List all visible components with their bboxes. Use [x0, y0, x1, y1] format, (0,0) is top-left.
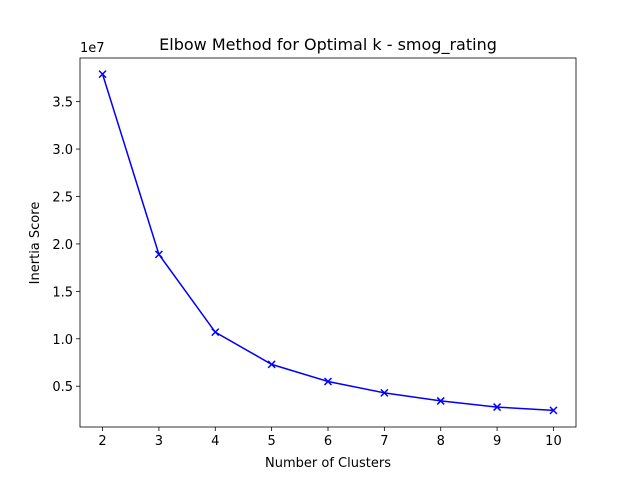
- x-tick-label: 6: [324, 434, 332, 449]
- axes-frame: [79, 57, 577, 428]
- data-point-marker: [323, 377, 333, 386]
- data-point-marker: [267, 360, 276, 369]
- y-tick-label: 3.0: [52, 143, 73, 158]
- y-axis-offset-label: 1e7: [80, 41, 105, 56]
- chart-title: Elbow Method for Optimal k - smog_rating: [159, 35, 497, 55]
- x-tick-label: 10: [545, 434, 562, 449]
- y-axis-ticks: 0.5 1.0 1.5 2.0 2.5 3.0 3.5: [52, 96, 80, 395]
- x-axis-ticks: 2 3 4 5 6 7 8 9 10: [98, 427, 562, 449]
- x-tick-label: 2: [98, 434, 106, 449]
- data-point-marker: [436, 396, 445, 405]
- x-tick-label: 3: [155, 434, 163, 449]
- x-tick-label: 5: [267, 434, 275, 449]
- data-point-marker: [154, 250, 163, 259]
- x-tick-label: 9: [493, 434, 501, 449]
- y-axis-label: Inertia Score: [28, 202, 43, 285]
- y-tick-label: 2.0: [52, 238, 73, 253]
- data-point-marker: [211, 328, 220, 337]
- data-point-marker: [493, 403, 502, 412]
- data-point-marker: [98, 70, 107, 79]
- x-tick-label: 8: [437, 434, 445, 449]
- y-tick-label: 0.5: [52, 380, 73, 395]
- x-axis-label: Number of Clusters: [265, 456, 391, 471]
- y-tick-label: 2.5: [52, 190, 73, 205]
- data-point-marker: [380, 388, 389, 397]
- data-point-marker: [549, 406, 558, 415]
- y-tick-label: 1.0: [52, 333, 73, 348]
- y-tick-label: 3.5: [52, 96, 73, 111]
- x-tick-label: 7: [380, 434, 388, 449]
- y-tick-label: 1.5: [52, 285, 73, 300]
- inertia-series-markers: [98, 70, 558, 415]
- x-tick-label: 4: [211, 434, 219, 449]
- plot-area: [80, 58, 576, 427]
